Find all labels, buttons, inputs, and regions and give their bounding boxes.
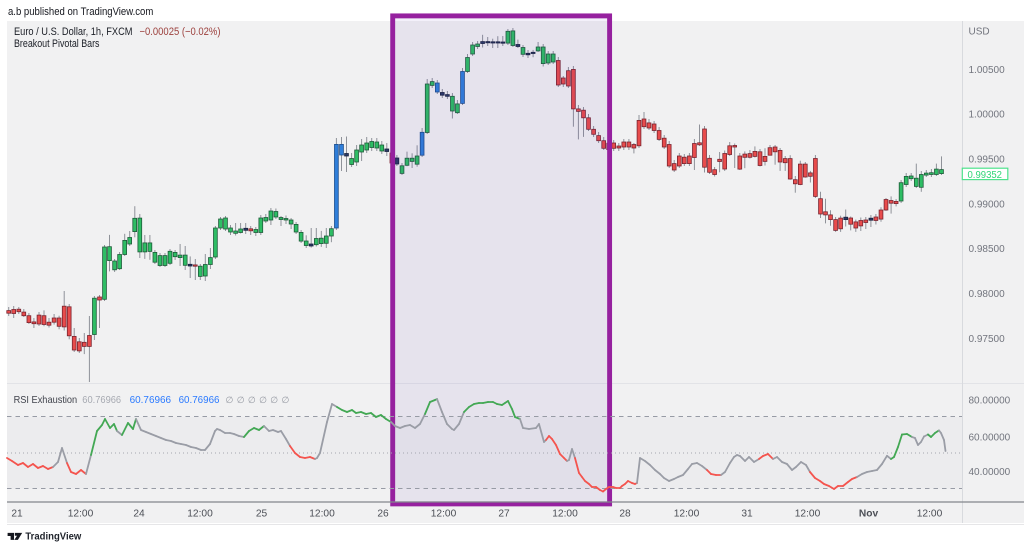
svg-text:21: 21 (11, 509, 23, 520)
svg-text:12:00: 12:00 (309, 509, 335, 520)
svg-text:60.76966: 60.76966 (179, 394, 220, 406)
svg-text:12:00: 12:00 (187, 509, 213, 520)
svg-text:28: 28 (619, 509, 631, 520)
svg-text:1.00000: 1.00000 (969, 110, 1006, 121)
svg-text:12:00: 12:00 (431, 509, 457, 520)
svg-text:TradingView: TradingView (25, 530, 82, 542)
svg-text:12:00: 12:00 (68, 509, 94, 520)
svg-text:USD: USD (969, 27, 990, 38)
svg-text:1.00500: 1.00500 (969, 65, 1006, 76)
svg-text:0.99352: 0.99352 (968, 170, 1003, 181)
svg-text:12:00: 12:00 (917, 509, 943, 520)
svg-text:40.00000: 40.00000 (969, 467, 1011, 478)
svg-text:∅: ∅ (237, 395, 245, 405)
svg-text:0.98500: 0.98500 (969, 244, 1006, 255)
svg-text:60.76966: 60.76966 (82, 394, 121, 406)
svg-text:0.99500: 0.99500 (969, 155, 1006, 166)
svg-text:0.98000: 0.98000 (969, 289, 1006, 300)
svg-text:∅: ∅ (226, 395, 234, 405)
svg-text:0.97500: 0.97500 (969, 334, 1006, 345)
svg-text:25: 25 (256, 509, 268, 520)
svg-text:12:00: 12:00 (795, 509, 821, 520)
svg-text:−0.00025 (−0.02%): −0.00025 (−0.02%) (140, 26, 221, 38)
svg-text:∅: ∅ (270, 395, 278, 405)
svg-text:RSI Exhaustion: RSI Exhaustion (14, 394, 78, 406)
svg-text:26: 26 (377, 509, 389, 520)
svg-text:60.76966: 60.76966 (130, 394, 172, 406)
svg-text:0.99000: 0.99000 (969, 200, 1006, 211)
svg-text:31: 31 (741, 509, 753, 520)
svg-text:12:00: 12:00 (674, 509, 700, 520)
svg-text:80.00000: 80.00000 (969, 396, 1011, 407)
svg-text:Euro / U.S. Dollar, 1h, FXCM: Euro / U.S. Dollar, 1h, FXCM (14, 26, 133, 38)
svg-text:24: 24 (133, 509, 145, 520)
svg-text:Nov: Nov (859, 509, 879, 520)
svg-text:Breakout Pivotal Bars: Breakout Pivotal Bars (14, 38, 100, 50)
svg-text:∅: ∅ (248, 395, 256, 405)
svg-text:27: 27 (498, 509, 510, 520)
svg-text:60.00000: 60.00000 (969, 433, 1011, 444)
svg-text:∅: ∅ (282, 395, 290, 405)
svg-text:12:00: 12:00 (552, 509, 578, 520)
svg-text:a.b published on TradingView.c: a.b published on TradingView.com (8, 6, 153, 18)
svg-text:∅: ∅ (259, 395, 267, 405)
